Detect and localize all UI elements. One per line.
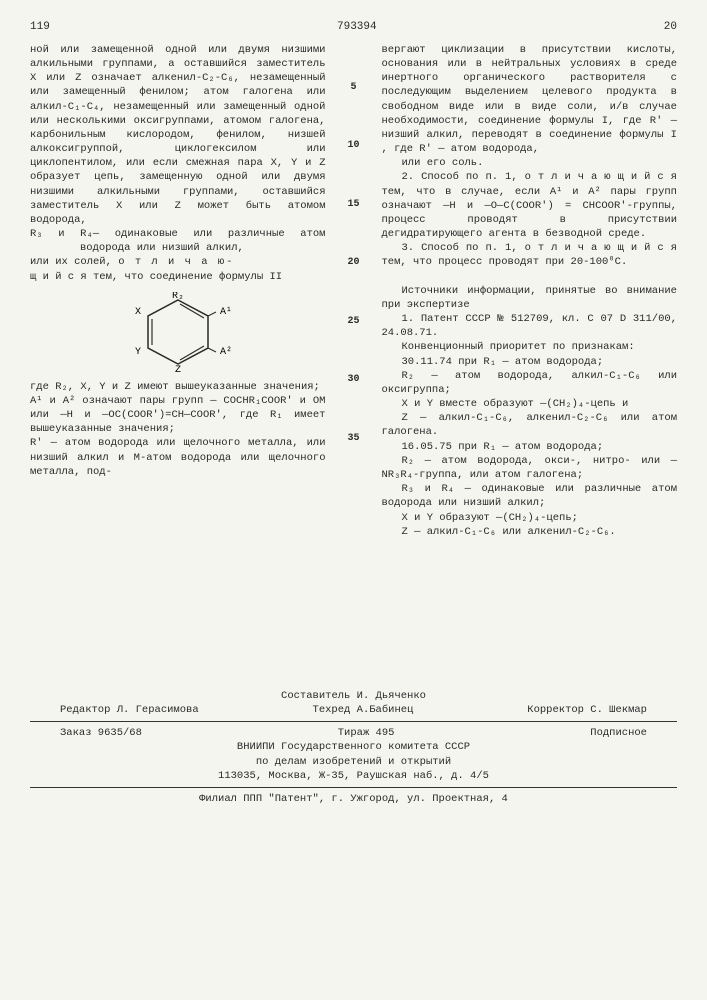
line-number-gutter: 5 10 15 20 25 30 35: [344, 43, 364, 539]
structural-formula-ii: R₂ X Y Z A¹ A²: [30, 292, 326, 372]
para-or-salt: или его соль.: [382, 156, 678, 170]
compiler-line: Составитель И. Дьяченко: [30, 689, 677, 703]
r3-r4-definition: R₃ и R₄— одинаковые или различные атом в…: [30, 227, 326, 255]
priority-5: 16.05.75 при R₁ — атом водорода;: [382, 440, 678, 454]
priority-title: Конвенционный приоритет по признакам:: [382, 340, 678, 354]
sources-title: Источники информации, принятые во вниман…: [382, 284, 678, 312]
priority-6: R₂ — атом водорода, окси-, нитро- или —N…: [382, 454, 678, 482]
line-marker: 20: [344, 256, 364, 270]
para-cyclization: вергают циклизации в присутствии кислоты…: [382, 43, 678, 156]
line-marker: 25: [344, 315, 364, 329]
r3r4-label: R₃ и R₄—: [30, 228, 99, 240]
line-marker: 15: [344, 198, 364, 212]
sign: Подписное: [590, 726, 647, 740]
svg-text:A¹: A¹: [220, 307, 232, 318]
priority-9: Z — алкил-C₁-C₆ или алкенил-C₂-C₆.: [382, 525, 678, 539]
svg-text:R₂: R₂: [172, 292, 184, 302]
left-page-num: 119: [30, 20, 50, 35]
para-where-r2xyz: где R₂, X, Y и Z имеют вышеуказанные зна…: [30, 380, 326, 394]
editor: Редактор Л. Герасимова: [60, 703, 199, 717]
line-marker: 10: [344, 139, 364, 153]
svg-text:Z: Z: [175, 365, 181, 372]
page-footer: Составитель И. Дьяченко Редактор Л. Гера…: [30, 689, 677, 806]
para-rprime: R' — атом водорода или щелочного металла…: [30, 436, 326, 479]
p2b-spaced: о т л и ч а ю-: [118, 256, 234, 268]
r3r4-text: одинаковые или различные атом водорода и…: [80, 228, 325, 254]
claim-3: 3. Способ по п. 1, о т л и ч а ю щ и й с…: [382, 241, 678, 269]
right-page-num: 20: [664, 20, 677, 35]
para-salts: или их солей, о т л и ч а ю-: [30, 255, 326, 269]
doc-number: 793394: [337, 20, 377, 35]
org-line-2: по делам изобретений и открытий: [30, 755, 677, 769]
org-line-1: ВНИИПИ Государственного комитета СССР: [30, 740, 677, 754]
line-marker: 30: [344, 373, 364, 387]
benzene-ring-icon: R₂ X Y Z A¹ A²: [118, 292, 238, 372]
svg-text:Y: Y: [135, 347, 141, 358]
priority-2: R₂ — атом водорода, алкил-C₁-C₆ или окси…: [382, 369, 678, 397]
source-1: 1. Патент СССР № 512709, кл. C 07 D 311/…: [382, 312, 678, 340]
left-column: ной или замещенной одной или двумя низши…: [30, 43, 326, 539]
para-substituent-desc: ной или замещенной одной или двумя низши…: [30, 43, 326, 227]
techred: Техред А.Бабинец: [313, 703, 414, 717]
priority-4: Z — алкил-C₁-C₆, алкенил-C₂-C₆ или атом …: [382, 411, 678, 439]
p2a: или их солей,: [30, 256, 118, 268]
line-marker: 5: [344, 81, 364, 95]
para-formula-ref: щ и й с я тем, что соединение формулы II: [30, 270, 326, 284]
claim-2: 2. Способ по п. 1, о т л и ч а ю щ и й с…: [382, 170, 678, 241]
address: 113035, Москва, Ж-35, Раушская наб., д. …: [30, 769, 677, 783]
svg-text:A²: A²: [220, 347, 232, 358]
priority-7: R₃ и R₄ — одинаковые или различные атом …: [382, 482, 678, 510]
page-header: 119 793394 20: [30, 20, 677, 35]
para-a1a2: A¹ и A² означают пары групп — COCHR₁COOR…: [30, 394, 326, 437]
priority-3: X и Y вместе образуют —(CH₂)₄-цепь и: [382, 397, 678, 411]
branch-address: Филиал ППП "Патент", г. Ужгород, ул. Про…: [30, 792, 677, 806]
divider: [30, 721, 677, 722]
two-column-layout: ной или замещенной одной или двумя низши…: [30, 43, 677, 539]
divider: [30, 787, 677, 788]
priority-8: X и Y образуют —(CH₂)₄-цепь;: [382, 511, 678, 525]
priority-1: 30.11.74 при R₁ — атом водорода;: [382, 355, 678, 369]
order-row: Заказ 9635/68 Тираж 495 Подписное: [30, 726, 677, 740]
corrector: Корректор С. Шекмар: [527, 703, 647, 717]
right-column: вергают циклизации в присутствии кислоты…: [382, 43, 678, 539]
editor-row: Редактор Л. Герасимова Техред А.Бабинец …: [30, 703, 677, 717]
order-num: Заказ 9635/68: [60, 726, 142, 740]
line-marker: 35: [344, 432, 364, 446]
svg-text:X: X: [135, 307, 141, 318]
tirazh: Тираж 495: [338, 726, 395, 740]
